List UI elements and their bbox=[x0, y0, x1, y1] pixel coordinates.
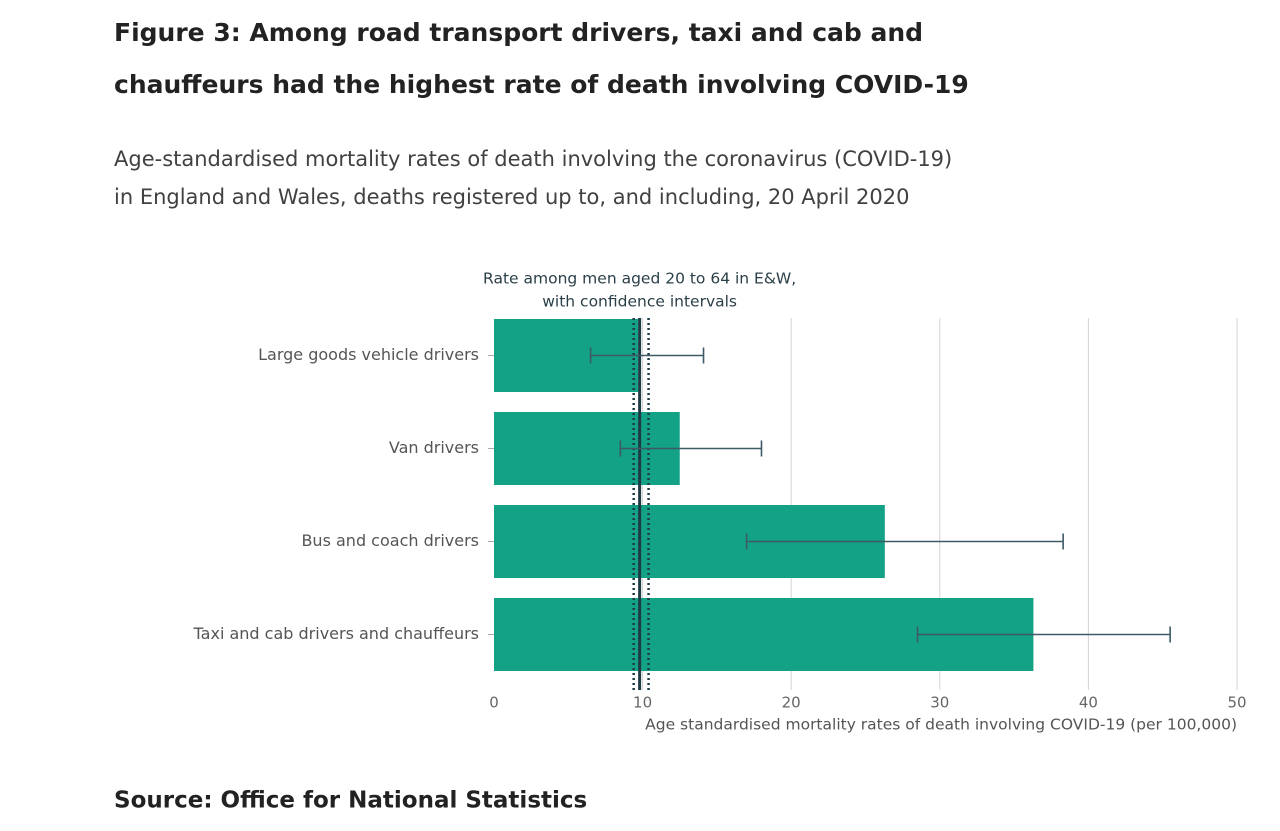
subtitle-line: Age-standardised mortality rates of deat… bbox=[114, 147, 952, 171]
title-line: chauffeurs had the highest rate of death… bbox=[114, 70, 969, 99]
x-tick-label: 30 bbox=[930, 694, 949, 712]
x-tick-label: 10 bbox=[633, 694, 652, 712]
reference-label: with confidence intervals bbox=[542, 293, 737, 311]
subtitle-line: in England and Wales, deaths registered … bbox=[114, 185, 909, 209]
reference-label: Rate among men aged 20 to 64 in E&W, bbox=[483, 270, 796, 288]
x-axis-label: Age standardised mortality rates of deat… bbox=[645, 716, 1237, 734]
title-line: Figure 3: Among road transport drivers, … bbox=[114, 18, 923, 47]
y-tick-label: Large goods vehicle drivers bbox=[258, 345, 479, 364]
x-tick-label: 40 bbox=[1079, 694, 1098, 712]
x-tick-label: 0 bbox=[489, 694, 499, 712]
x-tick-label: 50 bbox=[1227, 694, 1246, 712]
source: Source: Office for National Statistics bbox=[114, 788, 587, 814]
x-tick-label: 20 bbox=[782, 694, 801, 712]
y-tick-label: Bus and coach drivers bbox=[301, 531, 479, 550]
y-tick-label: Taxi and cab drivers and chauffeurs bbox=[193, 624, 479, 643]
y-tick-label: Van drivers bbox=[389, 438, 479, 457]
